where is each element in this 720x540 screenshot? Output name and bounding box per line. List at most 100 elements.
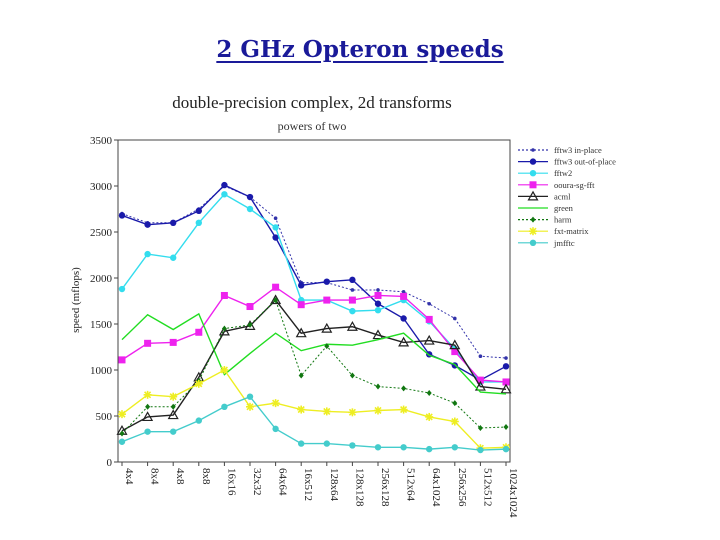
data-point — [374, 307, 382, 314]
data-point — [118, 410, 126, 419]
data-point — [246, 205, 254, 213]
legend-entry: fxt-matrix — [518, 226, 589, 236]
x-tick-label: 256x128 — [379, 468, 391, 507]
data-point — [119, 430, 125, 437]
data-point — [398, 336, 410, 347]
data-point — [221, 191, 228, 198]
data-point — [374, 300, 382, 307]
series-line — [121, 193, 506, 383]
data-point — [297, 301, 305, 309]
legend-entry: green — [518, 203, 574, 213]
data-point — [144, 339, 152, 347]
data-point — [195, 219, 202, 226]
data-point — [145, 403, 151, 410]
star-stroke — [529, 227, 537, 235]
y-axis-label: speed (mflops) — [70, 267, 82, 333]
x-tick-label: 4x8 — [174, 468, 186, 485]
data-point — [372, 329, 384, 340]
data-point — [477, 424, 483, 431]
legend-swatch-marker — [529, 158, 537, 165]
data-point — [502, 445, 510, 453]
data-point — [194, 379, 203, 388]
legend-swatch-marker — [531, 148, 535, 152]
star-stroke — [323, 407, 331, 415]
series-line — [121, 185, 507, 359]
data-point — [298, 372, 304, 379]
legend-swatch-marker — [529, 227, 537, 236]
data-point — [400, 315, 407, 322]
data-point — [321, 322, 333, 333]
data-point — [399, 405, 408, 414]
series-line — [121, 299, 507, 434]
data-point — [350, 288, 355, 292]
data-point — [272, 425, 279, 433]
y-tick-label: 0 — [107, 457, 113, 469]
x-tick-label: 128x64 — [328, 468, 340, 502]
data-point — [349, 372, 355, 379]
data-point — [169, 338, 177, 346]
legend-label: fftw2 — [554, 168, 572, 178]
star-stroke — [297, 405, 305, 414]
data-point — [118, 285, 126, 293]
data-point — [453, 316, 457, 321]
data-point — [349, 442, 356, 449]
star-stroke — [272, 399, 280, 407]
legend-entry: fftw3 out-of-place — [518, 157, 616, 167]
data-point — [218, 325, 230, 336]
data-point — [144, 221, 151, 228]
data-point — [477, 446, 484, 454]
data-point — [425, 412, 434, 421]
data-point — [502, 363, 510, 370]
x-tick-label: 32x32 — [251, 468, 263, 496]
x-tick-label: 16x512 — [302, 468, 314, 501]
legend-label: fxt-matrix — [554, 226, 589, 236]
series-line — [121, 286, 507, 383]
data-point — [374, 406, 382, 415]
data-point — [474, 380, 486, 391]
data-point — [426, 390, 432, 396]
x-tick-label: 256x256 — [456, 468, 468, 507]
data-point — [170, 219, 177, 226]
data-point — [324, 343, 330, 350]
data-point — [376, 288, 380, 292]
data-point — [220, 366, 229, 374]
legend-label: fftw3 in-place — [554, 145, 602, 155]
data-point — [118, 212, 126, 219]
legend-swatch-marker — [530, 216, 536, 223]
series-harm — [119, 297, 509, 437]
legend-label: acml — [554, 191, 571, 201]
data-point — [426, 445, 433, 453]
data-point — [271, 399, 280, 408]
data-point — [295, 327, 307, 338]
data-point — [401, 290, 406, 294]
data-point — [323, 296, 331, 304]
data-point — [449, 339, 461, 350]
data-point — [346, 321, 358, 331]
data-point — [297, 405, 306, 414]
x-tick-label: 512x512 — [481, 468, 493, 507]
data-point — [400, 444, 407, 451]
data-point — [425, 315, 433, 323]
data-point — [374, 444, 382, 451]
legend-entry: ooura-sg-fft — [518, 180, 595, 190]
data-point — [504, 356, 508, 360]
series-fftw3-out-of-place — [118, 181, 510, 384]
y-tick-label: 500 — [96, 411, 113, 423]
legend-entry: jmfftc — [518, 238, 575, 248]
data-point — [195, 417, 202, 424]
data-point — [348, 408, 357, 417]
legend-swatch-marker — [529, 181, 537, 189]
data-point — [195, 207, 202, 215]
legend-swatch-marker — [529, 170, 537, 177]
legend-label: green — [554, 203, 574, 213]
data-point — [169, 392, 178, 401]
data-point — [322, 407, 331, 416]
data-point — [272, 283, 280, 291]
data-point — [144, 250, 151, 258]
x-tick-label: 1024x1024 — [507, 468, 519, 518]
data-point — [452, 400, 458, 407]
star-stroke — [348, 408, 356, 416]
data-point — [423, 334, 435, 345]
data-point — [323, 440, 330, 447]
